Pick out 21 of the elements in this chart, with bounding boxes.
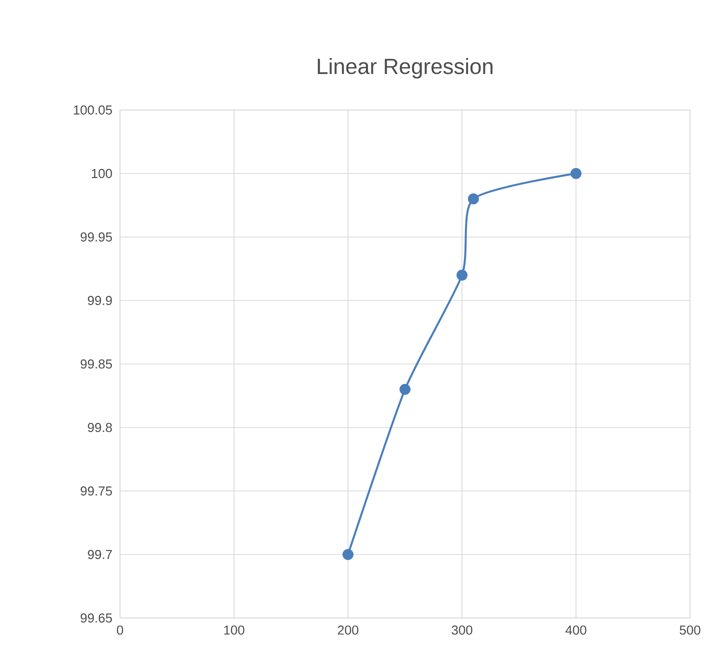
point: [342, 548, 354, 560]
x-tick-label: 100: [224, 626, 244, 635]
x-tick-label: 300: [452, 626, 472, 635]
x-tick-label: 200: [338, 626, 358, 635]
y-tick-label: 99.85: [80, 359, 112, 369]
point: [468, 193, 479, 204]
point: [570, 168, 582, 179]
point: [456, 270, 468, 281]
y-tick-label: 99.75: [80, 486, 112, 496]
chart-title: Linear Regression: [318, 58, 492, 78]
y-tick-label: 99.65: [80, 613, 112, 623]
x-tick-label: 400: [566, 626, 586, 635]
y-tick-label: 99.95: [80, 232, 112, 242]
y-tick-label: 100: [92, 168, 112, 178]
y-tick-label: 99.7: [88, 550, 112, 560]
x-tick-label: 500: [680, 626, 700, 635]
x-tick-label: 0: [116, 626, 124, 635]
y-tick-label: 99.8: [88, 422, 112, 432]
y-tick-label: 100.05: [74, 105, 112, 115]
point: [400, 384, 411, 395]
y-tick-label: 99.9: [88, 296, 112, 306]
